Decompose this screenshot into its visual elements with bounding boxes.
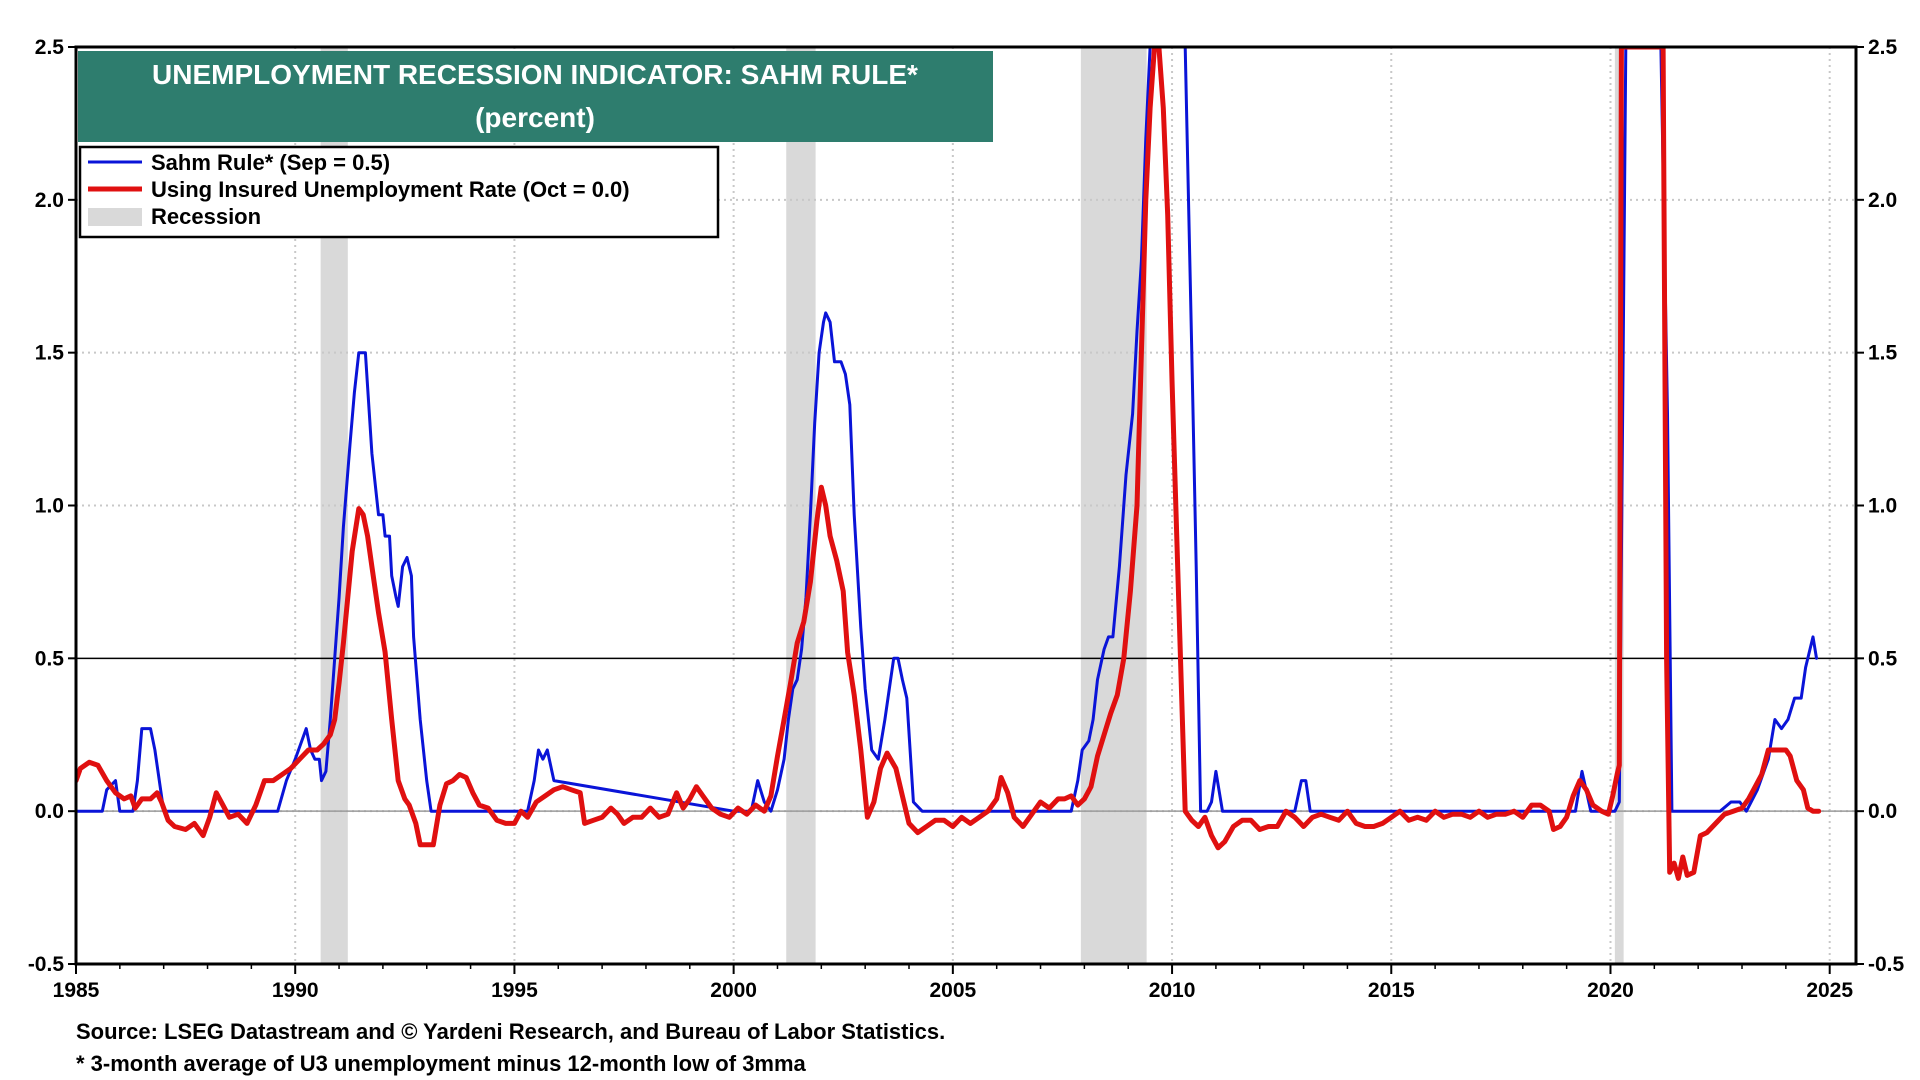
y-tick-label-left-0: -0.5: [28, 953, 65, 976]
legend-frame: [78, 145, 720, 239]
y-axis-left: -0.5 0.0 0.5 1.0 1.5 2.0 2.5: [28, 36, 76, 976]
y-tick-label-left-5: 2.0: [35, 189, 64, 212]
y-tick-label-right-0: -0.5: [1868, 953, 1905, 976]
y-tick-label-right-5: 2.0: [1868, 189, 1897, 212]
title-background: [78, 51, 993, 142]
y-tick-label-right-1: 0.0: [1868, 800, 1897, 823]
legend-label-sahm: Sahm Rule* (Sep = 0.5): [151, 150, 390, 175]
y-tick-label-left-2: 0.5: [35, 647, 65, 670]
x-tick-label-1990: 1990: [272, 979, 319, 1002]
legend-swatch-recession: [88, 208, 142, 226]
series-line-sahm: [76, 47, 1818, 813]
chart-subtitle: (percent): [475, 102, 595, 133]
y-tick-label-right-6: 2.5: [1868, 36, 1898, 59]
y-tick-label-left-3: 1.0: [35, 495, 64, 518]
y-tick-label-right-4: 1.5: [1868, 342, 1898, 365]
y-tick-label-left-4: 1.5: [35, 342, 65, 365]
y-tick-label-left-1: 0.0: [35, 800, 64, 823]
title-box: UNEMPLOYMENT RECESSION INDICATOR: SAHM R…: [78, 51, 993, 142]
x-tick-label-1995: 1995: [491, 979, 538, 1002]
definition-note: * 3-month average of U3 unemployment min…: [76, 1051, 806, 1076]
x-tick-label-2025: 2025: [1806, 979, 1853, 1002]
legend-label-insured: Using Insured Unemployment Rate (Oct = 0…: [151, 177, 630, 202]
y-tick-label-left-6: 2.5: [35, 36, 65, 59]
x-tick-label-2015: 2015: [1368, 979, 1415, 1002]
source-note: Source: LSEG Datastream and © Yardeni Re…: [76, 1019, 946, 1044]
legend-label-recession: Recession: [151, 204, 261, 229]
series-line-insured: [76, 47, 1822, 881]
y-tick-label-right-2: 0.5: [1868, 647, 1898, 670]
x-axis: 1985 1990 1995 2000 2005 2010 2015 2020 2025: [53, 964, 1853, 1002]
legend: Sahm Rule* (Sep = 0.5) Using Insured Une…: [78, 145, 720, 239]
y-tick-label-right-3: 1.0: [1868, 495, 1897, 518]
x-tick-label-2010: 2010: [1149, 979, 1196, 1002]
x-tick-label-2020: 2020: [1587, 979, 1634, 1002]
x-tick-label-1985: 1985: [53, 979, 100, 1002]
x-tick-label-2000: 2000: [710, 979, 757, 1002]
chart-title: UNEMPLOYMENT RECESSION INDICATOR: SAHM R…: [152, 59, 918, 90]
y-axis-right: -0.5 0.0 0.5 1.0 1.5 2.0 2.5: [1856, 36, 1905, 976]
x-tick-label-2005: 2005: [929, 979, 976, 1002]
series-lines: [76, 47, 1822, 881]
